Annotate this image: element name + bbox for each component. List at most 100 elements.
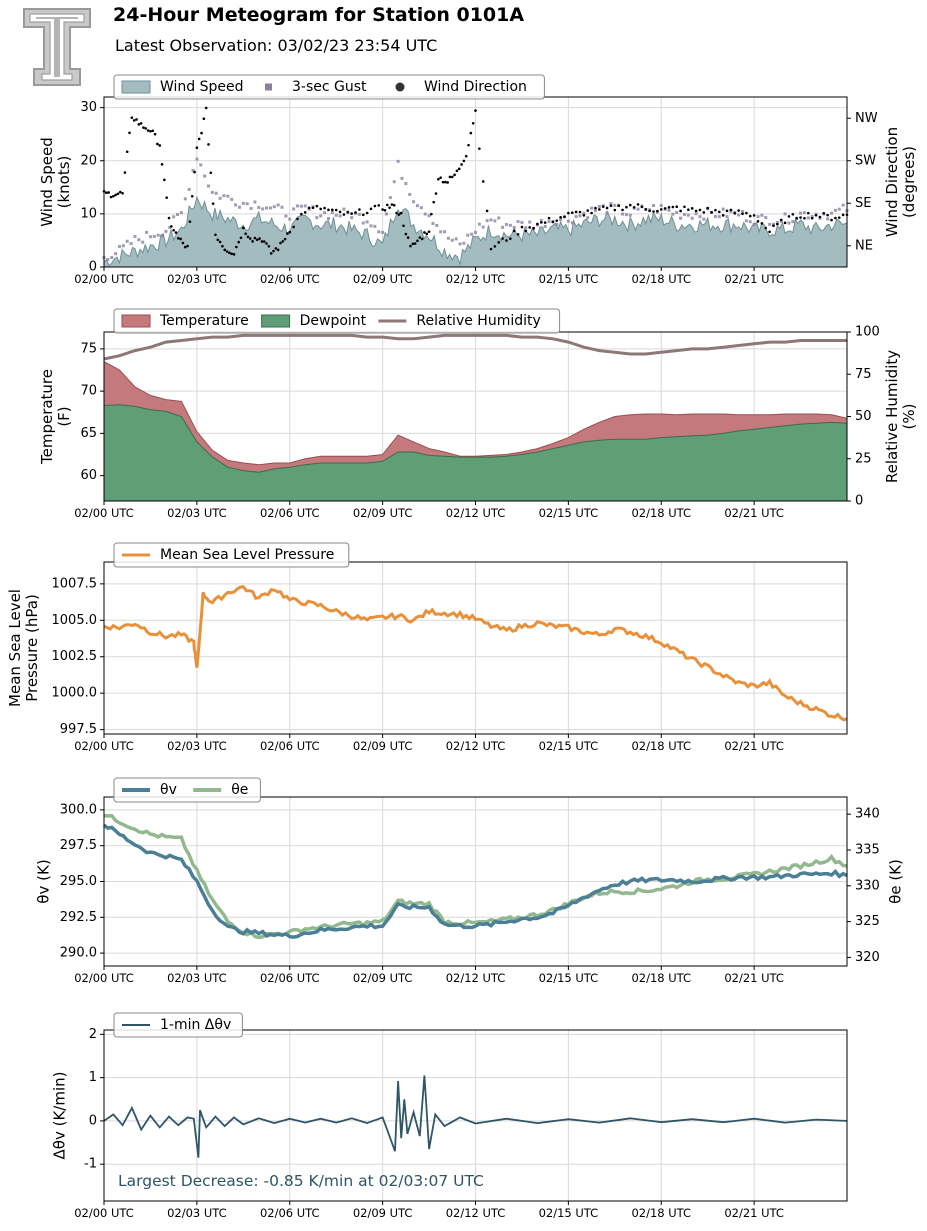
gust-point	[566, 219, 570, 223]
gust-point	[702, 217, 706, 221]
gust-point	[555, 222, 559, 226]
wind-direction-point	[803, 216, 806, 220]
gust-point	[833, 208, 837, 212]
gust-point	[764, 216, 768, 220]
dtheta-xtick-label: 02/03 UTC	[167, 1206, 227, 1220]
gust-point	[713, 215, 717, 219]
wind-direction-point	[698, 208, 702, 212]
dtheta-ytick-label: 2	[89, 1027, 97, 1042]
gust-point	[501, 225, 505, 229]
wind-direction-point	[177, 236, 180, 240]
gust-point	[524, 226, 528, 230]
gust-point	[288, 217, 292, 221]
gust-point	[597, 204, 601, 208]
temperature-ylabel: Temperature (F)	[38, 369, 73, 465]
pressure-ytick-label: 1007.5	[52, 576, 98, 591]
temperature-xtick-label: 02/12 UTC	[446, 506, 506, 520]
wind-direction-point	[714, 208, 717, 212]
gust-point	[450, 238, 454, 242]
gust-point	[462, 241, 466, 245]
gust-point	[218, 196, 222, 200]
wind-direction-point	[512, 229, 516, 233]
wind-direction-point	[197, 137, 201, 141]
wind-direction-point	[276, 248, 280, 252]
gust-point	[369, 224, 373, 228]
gust-point	[539, 218, 543, 222]
wind-direction-point	[135, 118, 138, 121]
gust-point	[199, 163, 203, 167]
gust-point	[543, 224, 547, 228]
wind-direction-point	[822, 211, 826, 215]
wind-direction-point	[741, 212, 744, 216]
gust-point	[768, 222, 772, 226]
wind-direction-point	[221, 244, 224, 248]
gust-point	[230, 197, 234, 201]
page-title: 24-Hour Meteogram for Station 0101A	[113, 4, 525, 26]
dtheta-border	[103, 1029, 848, 1202]
wind-direction-point	[799, 216, 802, 219]
pressure-xtick-label: 02/09 UTC	[353, 739, 413, 753]
theta-legend-box	[113, 777, 261, 803]
wind-direction-point	[423, 231, 426, 234]
wind-ylabel: Wind Speed (knots)	[38, 137, 73, 227]
gust-point	[172, 215, 176, 219]
wind-direction-point	[146, 129, 150, 132]
theta-xtick-label: 02/09 UTC	[353, 971, 413, 985]
gust-point	[516, 220, 520, 224]
gust-point	[145, 230, 149, 234]
gust-point	[326, 217, 330, 221]
gust-point	[299, 204, 303, 208]
pressure-border	[103, 561, 848, 735]
wind-direction-point	[795, 217, 798, 220]
temperature-ytick-label: 70	[80, 384, 97, 399]
wind-direction-point	[702, 211, 706, 214]
largest-decrease-annotation: Largest Decrease: -0.85 K/min at 02/03:0…	[118, 1172, 484, 1190]
wind-direction-point	[288, 230, 292, 234]
gust-point	[470, 232, 474, 236]
dtheta-legend-box	[113, 1012, 243, 1038]
wind-direction-point	[300, 212, 303, 216]
gust-point	[698, 215, 702, 219]
temperature-y2tick-label: 100	[855, 325, 880, 340]
dtheta-xtick-label: 02/18 UTC	[631, 1206, 691, 1220]
gust-point	[342, 207, 346, 211]
gust-point	[117, 245, 121, 249]
wind-direction-point	[361, 213, 365, 217]
gust-point	[295, 204, 299, 208]
temperature-y2tick-label: 0	[855, 494, 863, 509]
gust-point	[570, 221, 574, 225]
gust-point	[485, 219, 489, 223]
theta-e-y2label: θe (K)	[887, 859, 905, 904]
gust-point	[179, 211, 183, 215]
wind-direction-point	[246, 235, 250, 239]
gust-point	[152, 234, 156, 238]
wind-y2label: Wind Direction (degrees)	[883, 127, 918, 237]
wind-direction-point	[439, 176, 442, 179]
wind-direction-point	[570, 211, 574, 215]
gust-point	[384, 212, 388, 216]
wind-direction-point	[450, 175, 454, 179]
wind-xtick-label: 02/18 UTC	[631, 272, 691, 286]
wind-frame: 02/00 UTC 02/03 UTC 02/06 UTC 02/09 UTC 02/1…	[74, 97, 784, 286]
gust-point	[222, 194, 226, 198]
gust-point	[350, 216, 354, 220]
wind-direction-point	[532, 226, 535, 230]
pressure-ytick-label: 1005.0	[52, 613, 98, 628]
gust-point	[613, 203, 617, 207]
wind-direction-point	[167, 216, 171, 220]
wind-direction-point	[354, 211, 357, 214]
pressure-ylabel: Mean Sea Level Pressure (hPa)	[6, 589, 41, 707]
gust-point	[133, 235, 137, 239]
gust-point	[280, 205, 284, 209]
gust-point	[783, 212, 787, 216]
wind-xtick-label: 02/12 UTC	[446, 272, 506, 286]
wind-direction-point	[497, 241, 501, 244]
temperature-legend-label: Dewpoint	[300, 313, 367, 329]
wind-direction-point	[464, 154, 468, 158]
wind-direction-point	[814, 213, 818, 217]
wind-ytick-label: 30	[80, 100, 97, 115]
gust-point	[659, 203, 663, 207]
gust-point	[388, 196, 392, 200]
wind-direction-point	[242, 226, 245, 230]
